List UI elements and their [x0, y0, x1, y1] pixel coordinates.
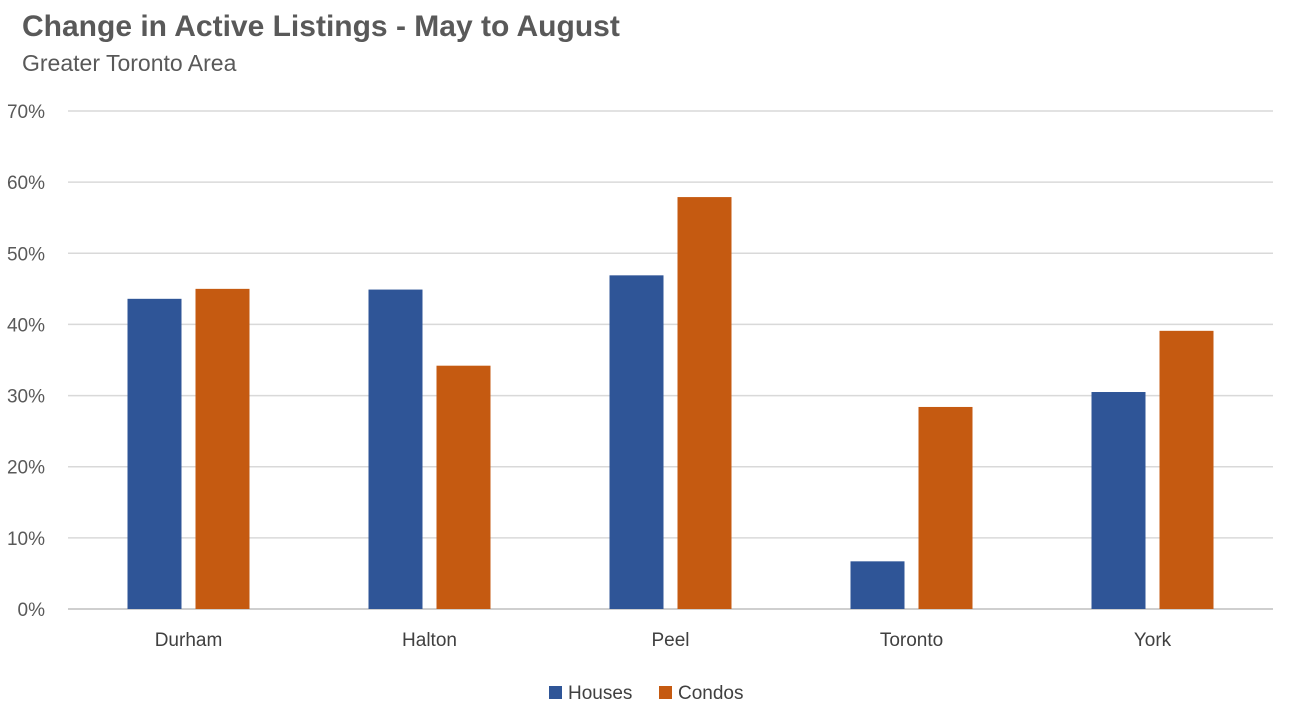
legend-label-condos: Condos [678, 683, 744, 704]
y-tick-label: 10% [7, 529, 45, 550]
y-tick-label: 50% [7, 244, 45, 265]
x-category-label: Toronto [880, 630, 943, 651]
legend: Houses Condos [549, 683, 744, 704]
y-tick-label: 0% [18, 600, 46, 621]
chart-subtitle: Greater Toronto Area [22, 50, 237, 76]
legend-label-houses: Houses [568, 683, 632, 704]
x-category-label: Peel [651, 630, 689, 651]
bar-houses-peel [609, 275, 664, 609]
bar-houses-durham [127, 298, 182, 609]
bar-condos-halton [436, 365, 491, 609]
bar-houses-toronto [850, 561, 905, 609]
bar-houses-york [1091, 392, 1146, 609]
y-axis-ticks: 0% 10% 20% 30% 40% 50% 60% 70% [7, 102, 45, 621]
x-category-label: Durham [155, 630, 223, 651]
y-tick-label: 30% [7, 387, 45, 408]
y-tick-label: 60% [7, 173, 45, 194]
y-tick-label: 70% [7, 102, 45, 123]
x-category-label: Halton [402, 630, 457, 651]
legend-swatch-condos [659, 686, 672, 699]
x-axis-categories: Durham Halton Peel Toronto York [155, 630, 1172, 651]
bar-houses-halton [368, 289, 423, 609]
legend-swatch-houses [549, 686, 562, 699]
bar-condos-york [1159, 330, 1214, 609]
bar-condos-peel [677, 197, 732, 609]
bar-condos-toronto [918, 406, 973, 609]
bars [127, 197, 1214, 609]
gridlines [68, 110, 1273, 610]
x-category-label: York [1134, 630, 1172, 651]
y-tick-label: 40% [7, 315, 45, 336]
bar-condos-durham [195, 288, 250, 609]
chart-title: Change in Active Listings - May to Augus… [22, 10, 620, 43]
y-tick-label: 20% [7, 458, 45, 479]
